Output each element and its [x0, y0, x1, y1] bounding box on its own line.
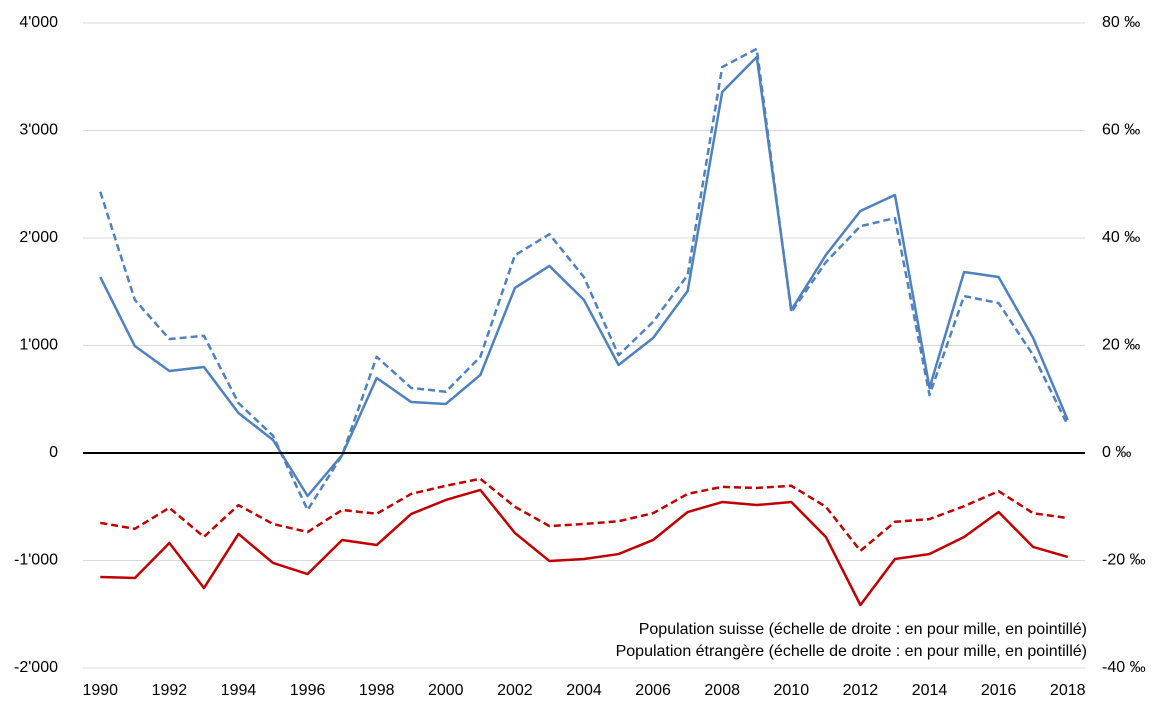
x-tick-label: 1996: [290, 682, 326, 699]
y2-tick-label: 80 ‰: [1102, 14, 1140, 31]
y2-tick-label: -20 ‰: [1102, 552, 1146, 569]
y2-tick-label: 0 ‰: [1102, 444, 1131, 461]
x-tick-label: 2010: [774, 682, 810, 699]
series-line: [100, 488, 1069, 607]
x-tick-label: 2018: [1050, 682, 1086, 699]
x-tick-label: 2014: [912, 682, 948, 699]
x-tick-label: 1992: [152, 682, 188, 699]
x-tick-label: 2002: [497, 682, 533, 699]
x-tick-label: 1990: [82, 682, 118, 699]
x-tick-label: 2016: [981, 682, 1017, 699]
series-line: [99, 55, 1069, 498]
y2-tick-label: 60 ‰: [1102, 122, 1140, 139]
y-tick-label: 1'000: [19, 337, 58, 354]
x-tick-label: 1994: [221, 682, 257, 699]
y2-tick-label: 40 ‰: [1102, 229, 1140, 246]
y2-tick-label: -40 ‰: [1102, 659, 1146, 676]
y2-tick-label: 20 ‰: [1102, 337, 1140, 354]
y-tick-label: 2'000: [19, 229, 58, 246]
legend-label: Population étrangère (échelle de droite …: [616, 643, 1087, 660]
y-tick-label: 3'000: [19, 122, 58, 139]
y-tick-label: 4'000: [19, 14, 58, 31]
series-line: [99, 47, 1069, 512]
x-tick-label: 2006: [635, 682, 671, 699]
y-tick-label: -2'000: [14, 659, 58, 676]
y-tick-label: -1'000: [14, 552, 58, 569]
series-line: [100, 477, 1068, 553]
x-tick-label: 2012: [843, 682, 879, 699]
x-tick-label: 2004: [566, 682, 602, 699]
x-tick-label: 2008: [704, 682, 740, 699]
x-tick-label: 2000: [428, 682, 464, 699]
legend-label: Population suisse (échelle de droite : e…: [639, 621, 1087, 638]
x-tick-label: 1998: [359, 682, 395, 699]
y-tick-label: 0: [49, 444, 58, 461]
